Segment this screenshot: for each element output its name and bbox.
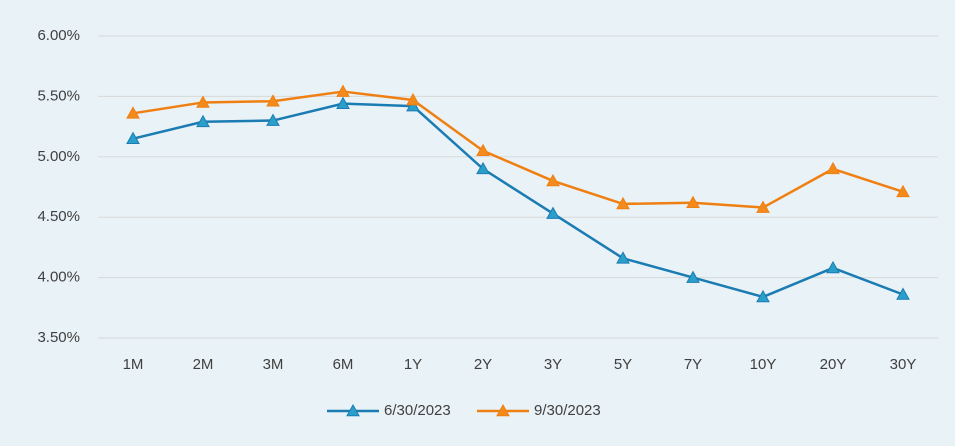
legend-marker bbox=[346, 403, 360, 417]
legend-marker bbox=[496, 403, 510, 417]
point-marker bbox=[756, 200, 770, 213]
point-marker bbox=[406, 99, 420, 112]
x-tick-label: 30Y bbox=[890, 356, 917, 373]
point-marker bbox=[126, 131, 140, 144]
legend-label: 9/30/2023 bbox=[534, 402, 601, 419]
point-marker bbox=[686, 270, 700, 283]
x-tick-label: 5Y bbox=[614, 356, 632, 373]
x-tick-label: 20Y bbox=[820, 356, 847, 373]
x-tick-label: 2Y bbox=[474, 356, 492, 373]
y-tick-label: 6.00% bbox=[37, 27, 80, 44]
point-marker bbox=[196, 114, 210, 128]
point-marker bbox=[826, 260, 840, 274]
y-tick-label: 4.00% bbox=[37, 269, 80, 286]
x-tick-label: 1Y bbox=[404, 356, 422, 373]
x-tick-label: 6M bbox=[333, 356, 354, 373]
point-marker bbox=[546, 173, 560, 187]
series-line bbox=[132, 102, 904, 299]
x-tick-label: 10Y bbox=[750, 356, 777, 373]
y-tick-label: 5.00% bbox=[37, 148, 80, 165]
point-marker bbox=[616, 251, 630, 264]
point-marker bbox=[336, 84, 350, 97]
point-marker bbox=[546, 206, 560, 219]
series-line bbox=[132, 90, 904, 209]
legend-label: 6/30/2023 bbox=[384, 402, 451, 419]
x-tick-label: 3M bbox=[263, 356, 284, 373]
y-tick-label: 5.50% bbox=[37, 87, 80, 104]
x-tick-label: 2M bbox=[193, 356, 214, 373]
point-marker bbox=[266, 94, 280, 107]
x-tick-label: 1M bbox=[123, 356, 144, 373]
y-tick-label: 3.50% bbox=[37, 329, 80, 346]
point-marker bbox=[126, 106, 140, 119]
point-marker bbox=[896, 287, 910, 300]
point-marker bbox=[406, 92, 420, 106]
x-tick-label: 3Y bbox=[544, 356, 562, 373]
x-tick-label: 7Y bbox=[684, 356, 702, 373]
point-marker bbox=[336, 96, 350, 109]
point-marker bbox=[196, 95, 210, 108]
point-marker bbox=[896, 184, 910, 198]
point-marker bbox=[826, 161, 840, 175]
y-tick-label: 4.50% bbox=[37, 208, 80, 225]
point-marker bbox=[756, 289, 770, 303]
point-marker bbox=[476, 161, 490, 175]
point-marker bbox=[266, 113, 280, 126]
point-marker bbox=[616, 196, 630, 210]
point-marker bbox=[476, 143, 490, 157]
point-marker bbox=[686, 195, 700, 209]
